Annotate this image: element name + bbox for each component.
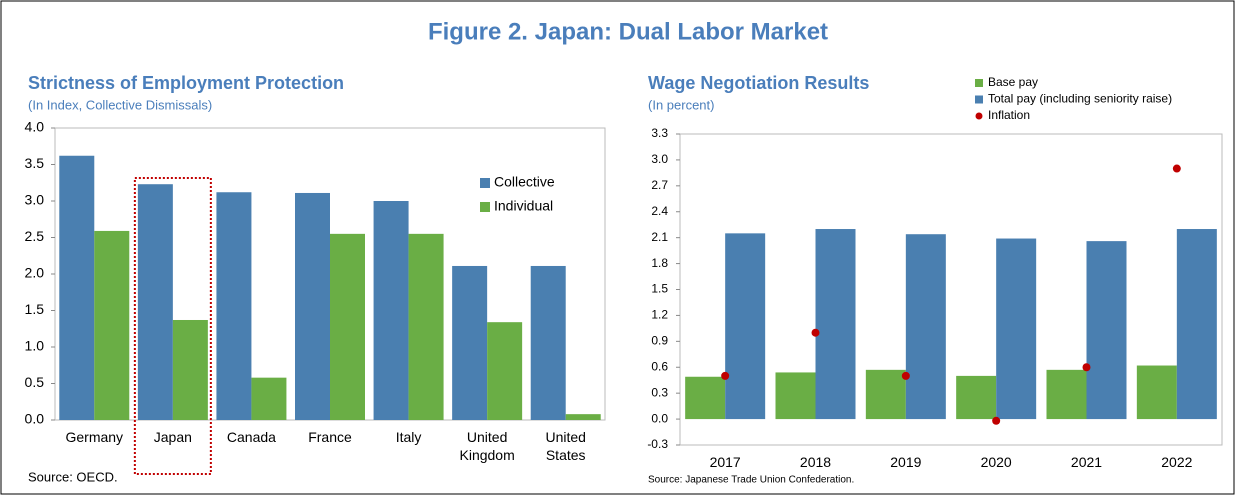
bar [1136,365,1177,420]
chart-title: Strictness of Employment Protection [28,73,344,93]
bar [137,184,173,420]
bar [685,376,726,420]
bar [172,319,208,420]
y-tick-label: 0.0 [25,411,45,427]
source: Source: OECD. [28,469,118,484]
x-tick-label: 2020 [980,454,1012,470]
legend-label: Inflation [988,108,1030,122]
legend-swatch [480,178,490,188]
dot [721,371,730,380]
y-tick-label: 0.6 [651,359,668,373]
y-tick-label: 0.3 [651,385,668,399]
legend-swatch [975,79,983,87]
y-tick-label: 3.0 [25,192,45,208]
bar [59,155,95,421]
x-tick-label: 2017 [709,454,741,470]
legend-swatch [975,95,983,104]
legend-swatch [480,202,490,212]
y-tick-label: 2.1 [651,230,668,244]
y-tick-label: 1.5 [651,282,668,296]
x-tick-label: United Kingdom [459,429,515,463]
legend-swatch [975,112,983,120]
chart-subtitle: (In percent) [648,97,714,112]
bar [1086,241,1127,420]
x-tick-label: Canada [226,429,276,445]
dot [901,371,910,380]
y-tick-label: 2.7 [651,178,668,192]
bar [530,265,566,420]
y-tick-label: -0.3 [647,437,668,451]
y-tick-label: 3.5 [25,155,45,171]
y-tick-label: 2.0 [25,265,45,281]
legend-label: Individual [494,198,553,214]
legend-label: Total pay (including seniority raise) [988,92,1172,106]
y-tick-label: 4.0 [25,119,45,135]
dot [1172,164,1181,173]
x-tick-label: 2021 [1070,454,1103,470]
y-tick-label: 0.5 [25,374,45,390]
x-tick-label: 2018 [799,454,832,470]
y-tick-label: 0.0 [651,411,668,425]
x-tick-label: United States [545,429,586,463]
x-tick-label: Germany [65,429,124,445]
source: Source: Japanese Trade Union Confederati… [648,475,854,486]
bar [565,414,601,420]
y-tick-label: 3.0 [651,152,668,166]
y-tick-label: 3.3 [651,126,668,140]
legend-label: Base pay [988,75,1038,89]
y-tick-label: 0.9 [651,334,668,348]
highlight-box [133,177,212,475]
y-tick-label: 1.2 [651,308,668,322]
bar [251,377,287,420]
bar [452,265,488,420]
bar [956,375,997,420]
y-tick-label: 1.8 [651,256,668,270]
dot [1082,363,1091,372]
bar [373,201,409,420]
x-tick-label: 2019 [890,454,922,470]
bar [1046,369,1087,420]
bar [775,372,816,420]
bar [216,192,252,420]
bar [94,230,130,420]
legend-label: Collective [494,174,555,190]
dot [811,328,820,337]
bar [865,369,906,420]
x-tick-label: Japan [153,429,192,445]
dot [992,416,1001,425]
x-tick-label: Italy [395,429,422,445]
bar [905,234,946,420]
bar [815,229,856,420]
x-tick-label: France [308,429,352,445]
x-tick-label: 2022 [1161,454,1193,470]
y-tick-label: 2.5 [25,228,45,244]
bar [725,233,766,420]
chart-title: Wage Negotiation Results [648,73,869,93]
figure-title: Figure 2. Japan: Dual Labor Market [428,18,828,45]
bar [1176,229,1217,420]
bar [408,233,444,420]
bar [330,233,365,420]
bar [487,322,523,420]
chart-subtitle: (In Index, Collective Dismissals) [28,97,212,112]
y-tick-label: 1.0 [25,338,45,354]
y-tick-label: 1.5 [25,301,45,317]
bar [996,238,1037,420]
y-tick-label: 2.4 [651,204,668,218]
bar [295,192,330,420]
